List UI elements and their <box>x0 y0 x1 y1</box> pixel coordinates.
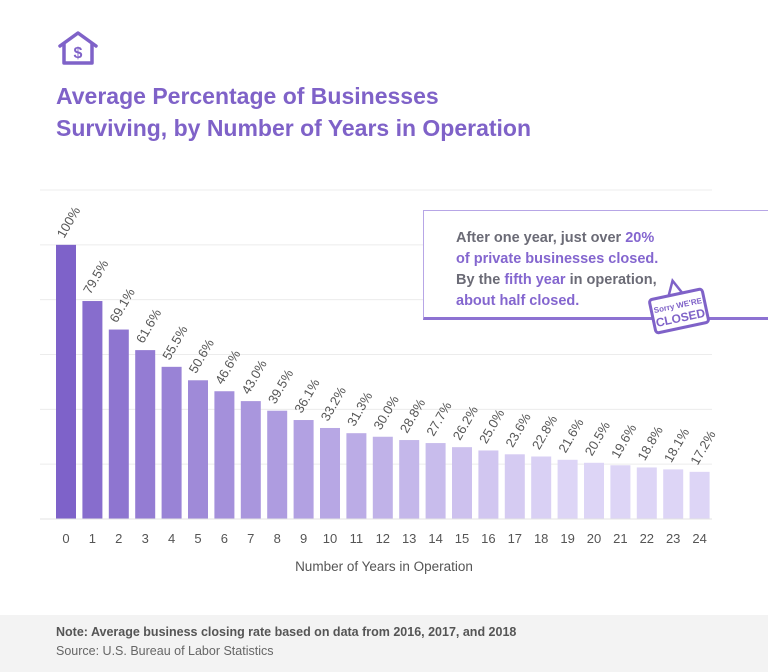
bar <box>557 459 578 519</box>
x-tick-label: 5 <box>194 531 201 546</box>
callout-part: After one year, just over <box>456 230 626 246</box>
x-tick-label: 13 <box>402 531 416 546</box>
bar <box>636 467 657 519</box>
x-tick-label: 7 <box>247 531 254 546</box>
x-tick-label: 6 <box>221 531 228 546</box>
x-tick-label: 15 <box>455 531 469 546</box>
callout-highlight: of private businesses closed. <box>456 251 659 267</box>
callout-text: After one year, just over 20% of private… <box>456 228 658 312</box>
svg-text:$: $ <box>74 45 83 62</box>
x-tick-label: 12 <box>376 531 390 546</box>
bar <box>478 450 499 519</box>
x-tick-label: 10 <box>323 531 337 546</box>
bar <box>267 410 288 519</box>
bar <box>108 329 129 519</box>
bar <box>346 433 367 519</box>
x-tick-label: 17 <box>508 531 522 546</box>
footer-note: Note: Average business closing rate base… <box>56 625 517 639</box>
bar <box>610 465 631 519</box>
bar <box>584 462 604 519</box>
x-tick-label: 3 <box>142 531 149 546</box>
bar <box>452 447 472 519</box>
footer: Note: Average business closing rate base… <box>0 615 768 672</box>
bar <box>214 391 235 519</box>
bar <box>161 366 182 519</box>
bar <box>135 350 156 519</box>
x-tick-label: 0 <box>62 531 69 546</box>
callout-box: After one year, just over 20% of private… <box>423 210 768 335</box>
x-tick-label: 18 <box>534 531 548 546</box>
data-label: 79.5% <box>80 257 112 297</box>
bar <box>663 469 684 519</box>
data-label: 50.6% <box>186 336 218 376</box>
bar <box>320 427 340 519</box>
x-tick-label: 24 <box>692 531 706 546</box>
callout-part: By the <box>456 272 505 288</box>
x-tick-label: 4 <box>168 531 175 546</box>
x-tick-label: 14 <box>428 531 442 546</box>
x-tick-label: 21 <box>613 531 627 546</box>
chart-title: Average Percentage of Businesses Survivi… <box>56 80 656 144</box>
x-tick-label: 8 <box>274 531 281 546</box>
data-label: 69.1% <box>106 285 138 325</box>
bar <box>82 301 103 519</box>
data-label: 43.0% <box>238 357 270 397</box>
bar <box>689 471 710 519</box>
x-tick-label: 23 <box>666 531 680 546</box>
data-label: 17.2% <box>687 428 719 468</box>
bar <box>399 440 420 519</box>
x-tick-label: 1 <box>89 531 96 546</box>
x-tick-label: 9 <box>300 531 307 546</box>
bar <box>504 454 525 519</box>
data-label: 39.5% <box>265 366 297 406</box>
data-label: 33.2% <box>318 384 350 424</box>
bar <box>188 380 208 519</box>
house-dollar-icon: $ <box>58 31 98 65</box>
data-label: 46.6% <box>212 347 244 387</box>
x-tick-label: 2 <box>115 531 122 546</box>
callout-part: in operation, <box>565 272 657 288</box>
callout-highlight: fifth year <box>504 272 566 288</box>
bar <box>372 436 393 519</box>
x-tick-label: 22 <box>640 531 654 546</box>
bar <box>425 443 446 519</box>
closed-sign-icon: Sorry WE'RE CLOSED <box>648 277 710 335</box>
x-tick-label: 16 <box>481 531 495 546</box>
bar <box>240 401 261 519</box>
title-line-1: Average Percentage of Businesses <box>56 83 439 109</box>
x-axis-label: Number of Years in Operation <box>295 559 473 574</box>
bar <box>56 244 76 520</box>
footer-source: Source: U.S. Bureau of Labor Statistics <box>56 644 274 658</box>
bar <box>531 456 552 519</box>
title-line-2: Surviving, by Number of Years in Operati… <box>56 115 532 141</box>
callout-highlight: 20% <box>625 230 655 246</box>
callout-highlight: about half closed. <box>456 293 580 309</box>
data-label: 61.6% <box>133 306 165 346</box>
x-tick-label: 19 <box>560 531 574 546</box>
bar-chart: 100% 0 79.5% 1 69.1% 2 61.6% 3 55.5% 4 50.6% 5 46.6%… <box>40 189 719 574</box>
x-tick-label: 11 <box>350 531 364 546</box>
x-tick-label: 20 <box>587 531 601 546</box>
bar <box>293 420 314 519</box>
data-label: 55.5% <box>159 323 191 363</box>
data-label: 100% <box>54 204 84 241</box>
